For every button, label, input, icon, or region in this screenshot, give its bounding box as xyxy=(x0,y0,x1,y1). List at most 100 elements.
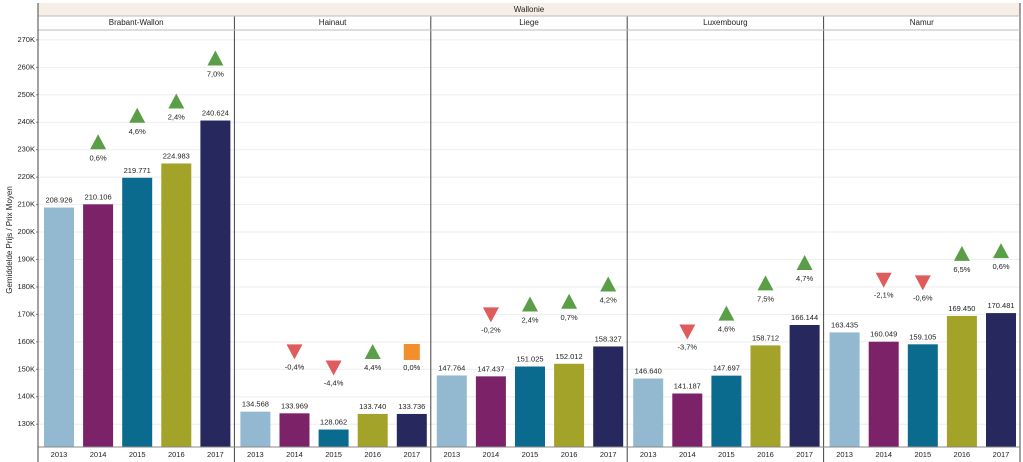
value-label: 133.969 xyxy=(281,401,308,410)
value-label: 133.740 xyxy=(359,402,386,411)
value-label: 166.144 xyxy=(791,313,818,322)
up-indicator xyxy=(168,93,185,109)
bar xyxy=(829,332,860,447)
change-label: 7,0% xyxy=(207,70,224,79)
change-label: 6,5% xyxy=(953,265,970,274)
value-label: 141.187 xyxy=(674,381,701,390)
x-tick-label: 2017 xyxy=(796,450,813,459)
up-indicator xyxy=(600,276,617,292)
x-tick-label: 2014 xyxy=(90,450,107,459)
bar xyxy=(868,341,899,447)
bar xyxy=(593,346,624,447)
y-axis-title: Gemiddelde Prijs / Prix Moyen xyxy=(5,186,14,294)
bar xyxy=(396,413,427,447)
change-label: 0,0% xyxy=(403,363,420,372)
value-label: 158.712 xyxy=(752,333,779,342)
up-indicator xyxy=(129,107,146,123)
value-label: 158.327 xyxy=(595,334,622,343)
value-label: 147.697 xyxy=(713,364,740,373)
x-tick-label: 2014 xyxy=(483,450,500,459)
x-tick-label: 2013 xyxy=(51,450,68,459)
value-label: 134.568 xyxy=(242,400,269,409)
change-label: -4,4% xyxy=(324,379,344,388)
y-tick-label: 160K xyxy=(17,337,35,346)
down-indicator xyxy=(482,307,499,323)
up-indicator xyxy=(953,245,970,261)
change-label: -2,1% xyxy=(874,291,894,300)
x-tick-label: 2014 xyxy=(286,450,303,459)
change-label: 4,7% xyxy=(796,274,813,283)
y-tick-label: 150K xyxy=(17,364,35,373)
x-tick-label: 2017 xyxy=(993,450,1010,459)
panel-title: Hainaut xyxy=(319,18,347,27)
panel-title: Brabant-Wallon xyxy=(109,18,164,27)
value-label: 128.062 xyxy=(320,418,347,427)
bar xyxy=(240,411,271,447)
bar xyxy=(279,413,310,447)
value-label: 147.437 xyxy=(477,364,504,373)
bar xyxy=(946,315,977,447)
value-label: 163.435 xyxy=(831,320,858,329)
x-tick-label: 2015 xyxy=(718,450,735,459)
y-tick-label: 220K xyxy=(17,172,35,181)
x-tick-label: 2016 xyxy=(757,450,774,459)
change-label: -3,7% xyxy=(678,342,698,351)
x-tick-label: 2017 xyxy=(600,450,617,459)
bar xyxy=(789,324,820,447)
x-tick-label: 2016 xyxy=(954,450,971,459)
x-tick-label: 2017 xyxy=(207,450,224,459)
bar xyxy=(633,378,664,447)
x-tick-label: 2013 xyxy=(247,450,264,459)
up-indicator xyxy=(757,275,774,291)
up-indicator xyxy=(561,293,578,309)
value-label: 133.736 xyxy=(398,402,425,411)
change-label: 4,2% xyxy=(600,295,617,304)
bar xyxy=(672,393,703,447)
change-label: -0,2% xyxy=(481,325,501,334)
x-tick-label: 2013 xyxy=(640,450,657,459)
down-indicator xyxy=(914,275,931,291)
bar xyxy=(711,375,742,447)
up-indicator xyxy=(522,296,538,312)
x-tick-label: 2017 xyxy=(403,450,420,459)
y-tick-label: 180K xyxy=(17,282,35,291)
value-label: 147.764 xyxy=(438,363,465,372)
x-tick-label: 2016 xyxy=(364,450,381,459)
bar xyxy=(907,344,938,447)
down-indicator xyxy=(679,324,696,340)
up-indicator xyxy=(993,243,1009,259)
value-label: 152.012 xyxy=(556,352,583,361)
header-band xyxy=(38,3,1020,16)
y-tick-label: 260K xyxy=(17,62,35,71)
y-tick-label: 250K xyxy=(17,90,35,99)
down-indicator xyxy=(325,360,342,376)
value-label: 151.025 xyxy=(516,354,543,363)
change-label: -0,4% xyxy=(285,362,305,371)
x-tick-label: 2015 xyxy=(914,450,931,459)
chart-title: Wallonie xyxy=(514,5,545,14)
change-label: 7,5% xyxy=(757,294,774,303)
y-tick-label: 240K xyxy=(17,117,35,126)
bar xyxy=(357,413,388,447)
bar xyxy=(554,363,585,447)
bar xyxy=(200,120,231,447)
value-label: 170.481 xyxy=(987,301,1014,310)
value-label: 219.771 xyxy=(124,166,151,175)
x-tick-label: 2015 xyxy=(325,450,342,459)
change-label: 2,4% xyxy=(168,112,185,121)
change-label: 4,6% xyxy=(129,127,146,136)
down-indicator xyxy=(286,344,303,360)
y-tick-label: 130K xyxy=(17,419,35,428)
y-tick-label: 270K xyxy=(17,35,35,44)
y-tick-label: 190K xyxy=(17,254,35,263)
bar xyxy=(475,376,506,447)
x-tick-label: 2016 xyxy=(561,450,578,459)
bar xyxy=(436,375,467,447)
value-label: 169.450 xyxy=(948,304,975,313)
up-indicator xyxy=(90,134,107,150)
bar xyxy=(83,204,114,447)
bar xyxy=(122,177,153,447)
bar xyxy=(161,163,192,447)
value-label: 208.926 xyxy=(45,196,72,205)
